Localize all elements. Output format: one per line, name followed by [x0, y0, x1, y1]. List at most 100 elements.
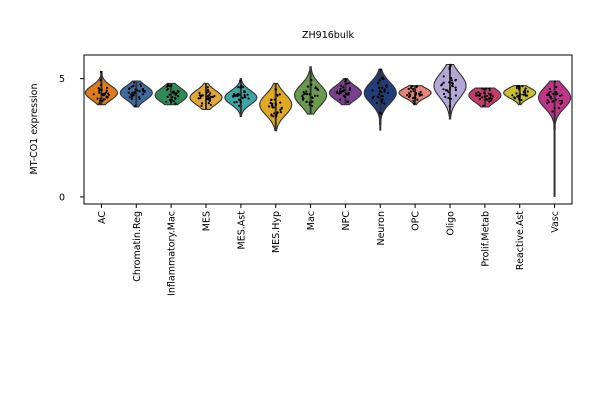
x-tick-label-Prolif.Metab: Prolif.Metab: [480, 211, 491, 267]
data-point: [349, 87, 351, 89]
data-point: [552, 100, 554, 102]
data-point: [385, 84, 387, 86]
data-point: [381, 95, 383, 97]
data-point: [444, 96, 446, 98]
data-point: [342, 86, 344, 88]
data-point: [97, 98, 99, 100]
data-point: [344, 80, 346, 82]
data-point: [384, 89, 386, 91]
data-point: [415, 92, 417, 94]
data-point: [546, 102, 548, 104]
data-point: [547, 99, 549, 101]
data-point: [305, 90, 307, 92]
data-point: [107, 93, 109, 95]
data-point: [131, 96, 133, 98]
data-point: [339, 99, 341, 101]
data-point: [516, 96, 518, 98]
data-point: [177, 95, 179, 97]
data-point: [475, 94, 477, 96]
y-axis-label: MT-CO1 expression: [29, 84, 40, 175]
data-point: [349, 89, 351, 91]
data-point: [302, 99, 304, 101]
data-point: [484, 88, 486, 90]
x-tick-label-Neuron: Neuron: [376, 211, 387, 246]
data-point: [99, 89, 101, 91]
data-point: [171, 96, 173, 98]
data-point: [559, 95, 561, 97]
data-point: [554, 80, 556, 82]
data-point: [206, 98, 208, 100]
data-point: [310, 84, 312, 86]
data-point: [561, 100, 563, 102]
data-point: [548, 94, 550, 96]
data-point: [380, 69, 382, 71]
data-point: [139, 83, 141, 85]
data-point: [104, 98, 106, 100]
plot-frame: [84, 55, 572, 204]
data-point: [511, 94, 513, 96]
data-point: [548, 92, 550, 94]
data-point: [201, 105, 203, 107]
data-point: [346, 100, 348, 102]
data-point: [233, 101, 235, 103]
x-tick-label-Reactive.Ast: Reactive.Ast: [515, 211, 526, 270]
data-point: [372, 89, 374, 91]
data-point: [100, 84, 102, 86]
data-point: [406, 94, 408, 96]
data-point: [341, 90, 343, 92]
data-point: [142, 93, 144, 95]
data-point: [381, 98, 383, 100]
data-point: [198, 92, 200, 94]
data-point: [237, 95, 239, 97]
data-point: [131, 98, 133, 100]
data-point: [348, 82, 350, 84]
data-point: [441, 83, 443, 85]
data-point: [448, 81, 450, 83]
data-point: [524, 89, 526, 91]
data-point: [104, 93, 106, 95]
data-point: [138, 98, 140, 100]
data-point: [106, 90, 108, 92]
data-point: [166, 86, 168, 88]
x-tick-label-Oligo: Oligo: [446, 211, 457, 236]
data-point: [345, 93, 347, 95]
data-point: [237, 93, 239, 95]
data-point: [414, 94, 416, 96]
data-point: [378, 79, 380, 81]
data-point: [449, 67, 451, 69]
data-point: [167, 88, 169, 90]
data-point: [268, 105, 270, 107]
data-point: [492, 95, 494, 97]
data-point: [408, 88, 410, 90]
data-point: [169, 94, 171, 96]
data-point: [244, 96, 246, 98]
data-point: [555, 86, 557, 88]
data-point: [247, 94, 249, 96]
data-point: [451, 82, 453, 84]
chart-title: ZH916bulk: [302, 30, 354, 41]
data-point: [554, 107, 556, 109]
data-point: [380, 91, 382, 93]
data-point: [309, 104, 311, 106]
data-point: [301, 95, 303, 97]
x-tick-label-NPC: NPC: [341, 211, 352, 231]
data-point: [519, 99, 521, 101]
data-point: [410, 90, 412, 92]
x-tick-label-Vasc: Vasc: [550, 211, 561, 233]
data-point: [420, 91, 422, 93]
data-point: [280, 111, 282, 113]
data-point: [372, 96, 374, 98]
data-point: [99, 98, 101, 100]
data-point: [489, 94, 491, 96]
data-point: [212, 96, 214, 98]
y-tick-label: 0: [59, 192, 65, 203]
data-point: [339, 88, 341, 90]
data-point: [410, 85, 412, 87]
data-point: [381, 101, 383, 103]
data-point: [139, 90, 141, 92]
data-point: [551, 110, 553, 112]
data-point: [409, 94, 411, 96]
data-point: [98, 92, 100, 94]
data-point: [274, 99, 276, 101]
